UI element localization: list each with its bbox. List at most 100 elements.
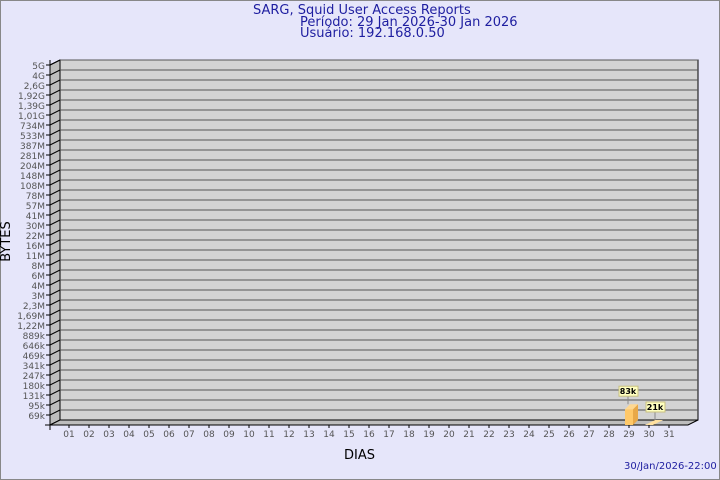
x-tick-label: 11	[263, 430, 274, 440]
grid-line-side	[49, 289, 61, 296]
data-label-box	[618, 385, 639, 397]
chart-period: Período: 29 Jan 2026-30 Jan 2026	[300, 15, 518, 30]
grid-line-side	[49, 389, 61, 396]
y-tick-label: 1,39G	[18, 102, 45, 112]
y-tick-label: 95k	[28, 402, 45, 412]
y-tick-label: 8M	[32, 262, 46, 272]
bar	[645, 420, 663, 425]
grid-line-side	[49, 189, 61, 196]
x-tick-label: 20	[443, 430, 455, 440]
y-tick-label: 11M	[26, 252, 45, 262]
x-tick-label: 26	[563, 430, 575, 440]
chart-title: SARG, Squid User Access Reports	[253, 3, 471, 18]
grid-line-side	[49, 169, 61, 176]
x-tick-label: 17	[383, 430, 394, 440]
x-tick-label: 01	[63, 430, 74, 440]
y-tick-label: 57M	[26, 202, 45, 212]
grid-line-side	[49, 109, 61, 116]
grid-line-side	[49, 239, 61, 246]
grid-line-side	[49, 359, 61, 366]
grid-line-side	[49, 369, 61, 376]
y-tick-label: 281M	[20, 152, 45, 162]
grid-line-side	[49, 409, 61, 416]
x-tick-label: 23	[503, 430, 514, 440]
y-tick-label: 1,69M	[17, 312, 45, 322]
bar-top	[625, 404, 638, 410]
y-tick-label: 204M	[20, 162, 45, 172]
grid-line-side	[49, 249, 61, 256]
x-tick-label: 13	[303, 430, 314, 440]
y-tick-label: 2,6G	[24, 82, 45, 92]
x-tick-label: 05	[143, 430, 154, 440]
grid-line-side	[49, 229, 61, 236]
y-tick-label: 1,01G	[18, 112, 45, 122]
grid-line-side	[49, 279, 61, 286]
grid-line-side	[49, 79, 61, 86]
y-tick-label: 533M	[20, 132, 45, 142]
grid-line-side	[49, 99, 61, 106]
y-tick-label: 131k	[23, 392, 46, 402]
y-tick-label: 1,22M	[17, 322, 45, 332]
data-label-box	[645, 401, 666, 413]
grid-line-side	[49, 299, 61, 306]
x-tick-label: 22	[483, 430, 494, 440]
x-tick-label: 14	[323, 430, 335, 440]
y-tick-label: 16M	[26, 242, 45, 252]
grid-line-side	[49, 259, 61, 266]
x-tick-label: 18	[403, 430, 415, 440]
y-tick-label: 3M	[32, 292, 46, 302]
chart-user: Usuário: 192.168.0.50	[300, 26, 445, 41]
y-tick-label: 22M	[26, 232, 45, 242]
y-tick-label: 30M	[26, 222, 45, 232]
x-tick-label: 04	[123, 430, 135, 440]
floor	[49, 419, 699, 426]
x-tick-label: 10	[243, 430, 255, 440]
grid-line-side	[49, 69, 61, 76]
grid-line-side	[49, 209, 61, 216]
x-tick-label: 30	[643, 430, 655, 440]
grid-line-side	[49, 269, 61, 276]
y-tick-label: 889k	[23, 332, 46, 342]
grid-line-side	[49, 319, 61, 326]
x-tick-label: 31	[663, 430, 674, 440]
x-tick-label: 27	[583, 430, 594, 440]
x-tick-label: 06	[163, 430, 175, 440]
x-tick-label: 28	[603, 430, 615, 440]
grid-line-side	[49, 379, 61, 386]
grid-line-side	[49, 399, 61, 406]
grid-line-side	[49, 59, 61, 66]
y-tick-label: 734M	[20, 122, 45, 132]
bar-side	[633, 404, 638, 425]
x-tick-label: 19	[423, 430, 435, 440]
y-tick-label: 78M	[26, 192, 45, 202]
x-tick-label: 02	[83, 430, 94, 440]
y-tick-label: 387M	[20, 142, 45, 152]
grid-line-side	[49, 329, 61, 336]
y-tick-label: 469k	[23, 352, 46, 362]
y-tick-label: 69k	[28, 412, 45, 422]
x-axis-label: DIAS	[344, 448, 375, 463]
y-tick-label: 41M	[26, 212, 45, 222]
grid-line-side	[49, 349, 61, 356]
x-tick-label: 16	[363, 430, 375, 440]
x-tick-label: 21	[463, 430, 474, 440]
y-tick-label: 4M	[32, 282, 46, 292]
grid-line-side	[49, 129, 61, 136]
grid-line-side	[49, 89, 61, 96]
timestamp: 30/Jan/2026-22:00	[624, 461, 717, 472]
x-tick-label: 08	[203, 430, 215, 440]
grid-line-side	[49, 309, 61, 316]
y-tick-label: 108M	[20, 182, 45, 192]
y-tick-label: 5G	[32, 62, 45, 72]
y-tick-label: 646k	[23, 342, 46, 352]
bar	[625, 409, 633, 425]
x-tick-label: 03	[103, 430, 114, 440]
y-tick-label: 1,92G	[18, 92, 45, 102]
data-label: 21k	[647, 403, 664, 412]
x-tick-label: 24	[523, 430, 535, 440]
x-tick-label: 29	[623, 430, 635, 440]
grid-line-side	[49, 119, 61, 126]
grid-line-side	[49, 339, 61, 346]
y-tick-label: 4G	[32, 72, 45, 82]
